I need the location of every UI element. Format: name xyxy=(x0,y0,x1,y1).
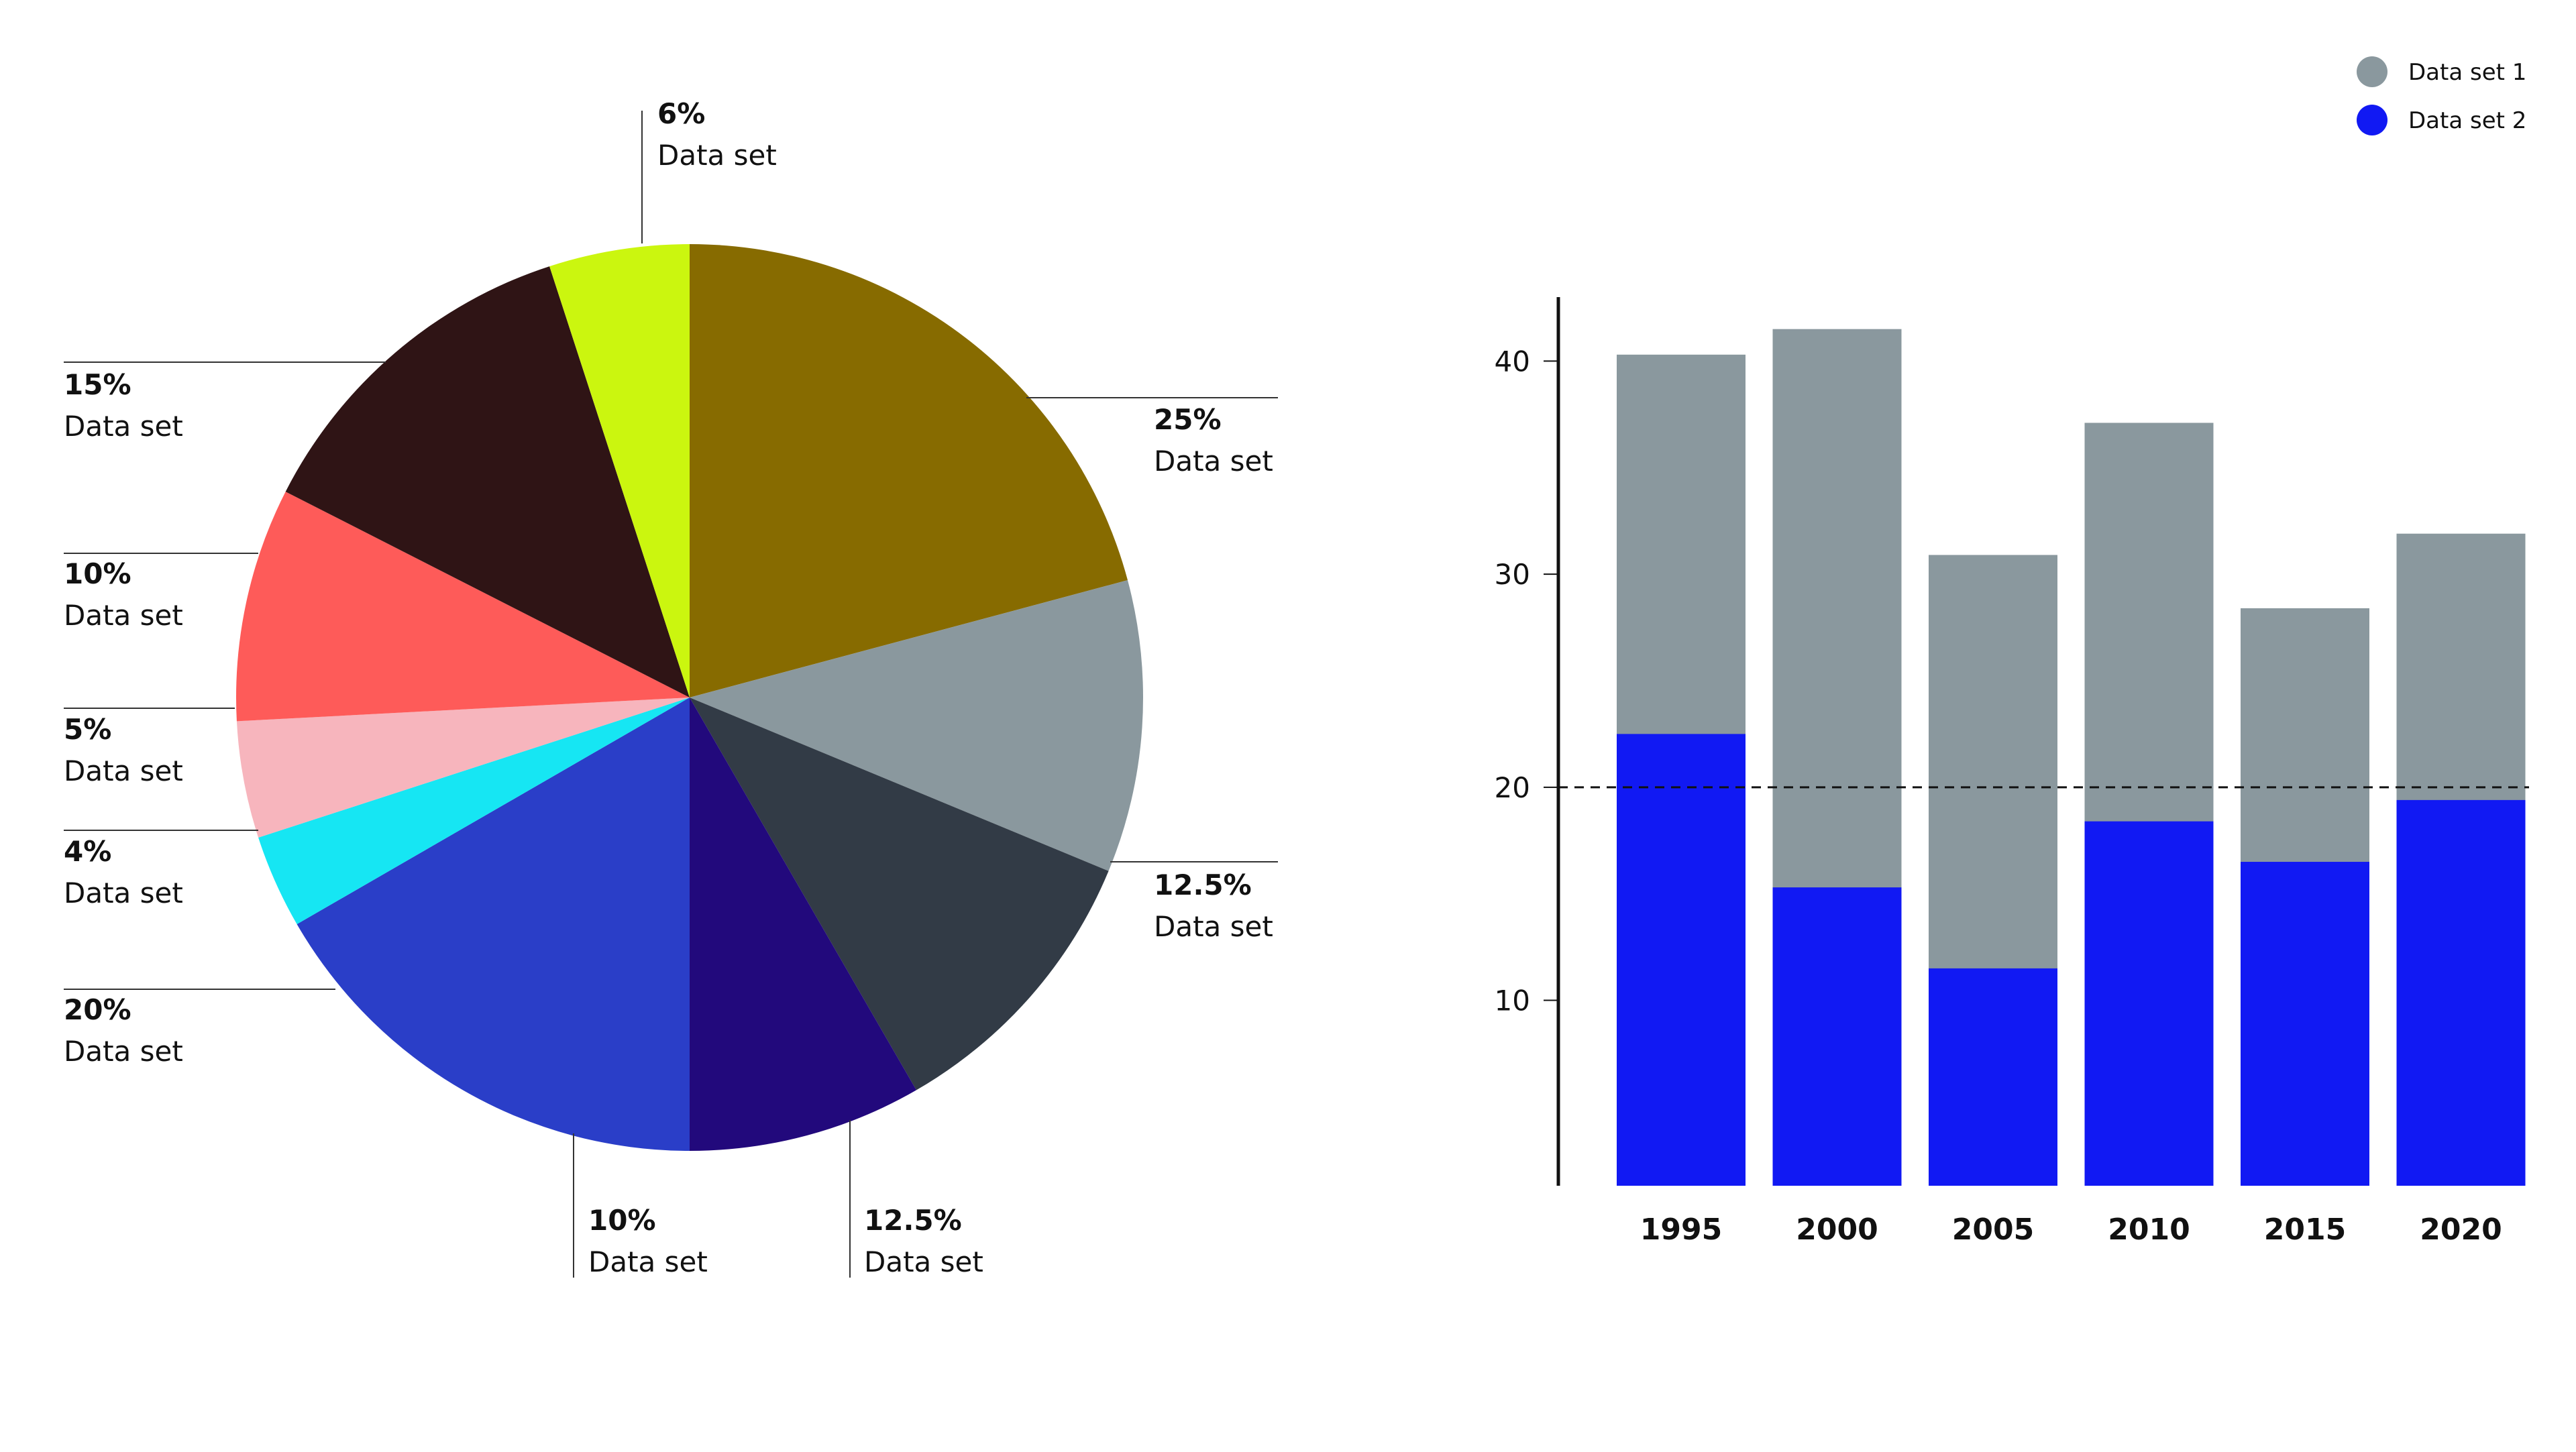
bar-chart: 10 20 30 40 1995 2000 2005 2010 2015 2020 Data set… xyxy=(1495,56,2529,1247)
pie-series-label-8: Data set xyxy=(64,410,183,443)
bar-2-2015 xyxy=(2241,862,2369,1186)
pie-percent-label-9: 6% xyxy=(657,97,705,130)
pie-series-label-3: Data set xyxy=(588,1245,708,1278)
x-tick-label-1: 2000 xyxy=(1796,1213,1878,1247)
pie-percent-label-0: 25% xyxy=(1154,403,1222,436)
pie-slice-1 xyxy=(690,580,1144,871)
pie-percent-label-5: 4% xyxy=(64,835,111,868)
x-tick-label-5: 2020 xyxy=(2420,1213,2502,1247)
pie-percent-label-7: 10% xyxy=(64,557,131,590)
pie-chart: 25% Data set 12.5% Data set 12.5% Data set 10%… xyxy=(64,97,1278,1278)
pie-series-label-4: Data set xyxy=(64,1035,183,1068)
y-tick-label-3: 40 xyxy=(1495,345,1530,378)
bar-2-2020 xyxy=(2396,799,2526,1186)
pie-slice-4 xyxy=(297,697,690,1151)
pie-slice-5 xyxy=(258,697,690,924)
pie-slice-3 xyxy=(690,697,916,1151)
y-tick-label-1: 20 xyxy=(1495,771,1530,804)
bar-2-1995 xyxy=(1617,734,1746,1186)
pie-percent-label-8: 15% xyxy=(64,368,131,401)
x-tick-label-3: 2010 xyxy=(2108,1213,2190,1247)
pie-series-label-7: Data set xyxy=(64,599,183,632)
bar-2-2005 xyxy=(1929,968,2057,1186)
legend-swatch-2 xyxy=(2357,105,2387,135)
pie-slice-2 xyxy=(690,697,1109,1091)
legend-swatch-1 xyxy=(2357,56,2387,87)
x-tick-label-0: 1995 xyxy=(1640,1213,1722,1247)
pie-percent-label-2: 12.5% xyxy=(864,1204,962,1237)
bar-2-2000 xyxy=(1772,887,1902,1186)
x-tick-label-2: 2005 xyxy=(1952,1213,2034,1247)
pie-series-label-5: Data set xyxy=(64,877,183,909)
pie-series-label-2: Data set xyxy=(864,1245,983,1278)
pie-percent-label-3: 10% xyxy=(588,1204,656,1237)
y-tick-label-2: 30 xyxy=(1495,558,1530,591)
pie-series-label-9: Data set xyxy=(657,139,777,172)
x-tick-label-4: 2015 xyxy=(2264,1213,2346,1247)
pie-slice-8 xyxy=(285,266,690,698)
bar-2-2010 xyxy=(2084,821,2214,1186)
pie-percent-label-6: 5% xyxy=(64,713,111,746)
pie-series-label-1: Data set xyxy=(1154,910,1273,943)
legend-label-2: Data set 2 xyxy=(2408,107,2526,134)
pie-slice-7 xyxy=(236,492,690,722)
pie-percent-label-4: 20% xyxy=(64,993,131,1026)
pie-percent-label-1: 12.5% xyxy=(1154,869,1252,901)
legend-label-1: Data set 1 xyxy=(2408,59,2526,86)
pie-slice-0 xyxy=(690,244,1128,697)
y-tick-label-0: 10 xyxy=(1495,985,1530,1017)
pie-slice-9 xyxy=(549,244,690,697)
pie-series-label-0: Data set xyxy=(1154,445,1273,478)
pie-slice-6 xyxy=(236,697,690,838)
pie-series-label-6: Data set xyxy=(64,755,183,787)
